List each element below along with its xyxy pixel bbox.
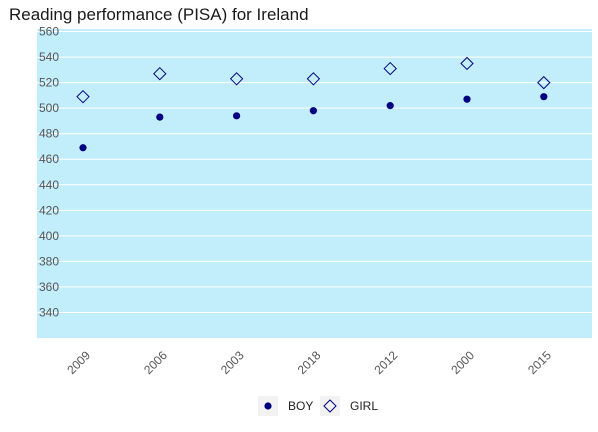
y-tick-label: 500 bbox=[39, 101, 59, 115]
x-tick-label: 2018 bbox=[295, 348, 324, 377]
point-girl-2009 bbox=[76, 89, 90, 104]
legend-key-girl bbox=[323, 399, 337, 413]
legend-label-boy: BOY bbox=[288, 399, 313, 413]
y-tick-label: 340 bbox=[39, 305, 59, 319]
point-girl-2000 bbox=[460, 56, 474, 71]
point-girl-2015 bbox=[537, 75, 551, 90]
chart-title: Reading performance (PISA) for Ireland bbox=[9, 5, 309, 24]
point-boy-2003 bbox=[233, 112, 241, 120]
y-tick-label: 360 bbox=[39, 280, 59, 294]
y-tick-label: 420 bbox=[39, 203, 59, 217]
point-boy-2009 bbox=[79, 144, 87, 152]
legend-label-girl: GIRL bbox=[350, 399, 378, 413]
x-tick-label: 2012 bbox=[372, 348, 401, 377]
legend: BOY GIRL bbox=[258, 396, 378, 416]
point-boy-2012 bbox=[386, 102, 394, 110]
x-tick-label: 2009 bbox=[64, 348, 93, 377]
x-axis: 2009 2006 2003 2018 2012 2000 2015 bbox=[64, 348, 554, 377]
legend-key-boy bbox=[264, 402, 272, 410]
y-tick-label: 460 bbox=[39, 152, 59, 166]
point-girl-2018 bbox=[306, 72, 321, 86]
point-boy-2018 bbox=[309, 107, 317, 115]
y-tick-label: 400 bbox=[39, 229, 59, 243]
y-tick-label: 440 bbox=[39, 178, 59, 192]
legend-key-bg bbox=[320, 396, 340, 416]
y-tick-label: 520 bbox=[39, 76, 59, 90]
point-girl-2003 bbox=[229, 72, 244, 86]
data-marks bbox=[76, 56, 551, 152]
point-girl-2006 bbox=[153, 66, 167, 81]
point-boy-2015 bbox=[540, 93, 548, 101]
y-tick-label: 560 bbox=[39, 25, 59, 39]
point-girl-2012 bbox=[383, 61, 397, 76]
y-tick-label: 540 bbox=[39, 50, 59, 64]
point-boy-2000 bbox=[463, 95, 471, 103]
y-tick-label: 480 bbox=[39, 127, 59, 141]
x-tick-label: 2015 bbox=[525, 348, 554, 377]
plot-panel bbox=[37, 29, 592, 338]
point-boy-2006 bbox=[156, 113, 164, 121]
y-axis: 340 360 380 400 420 440 460 480 500 520 540 560 bbox=[39, 25, 59, 320]
x-tick-label: 2000 bbox=[448, 348, 477, 377]
y-tick-label: 380 bbox=[39, 254, 59, 268]
x-tick-label: 2003 bbox=[218, 348, 247, 377]
x-tick-label: 2006 bbox=[141, 348, 170, 377]
